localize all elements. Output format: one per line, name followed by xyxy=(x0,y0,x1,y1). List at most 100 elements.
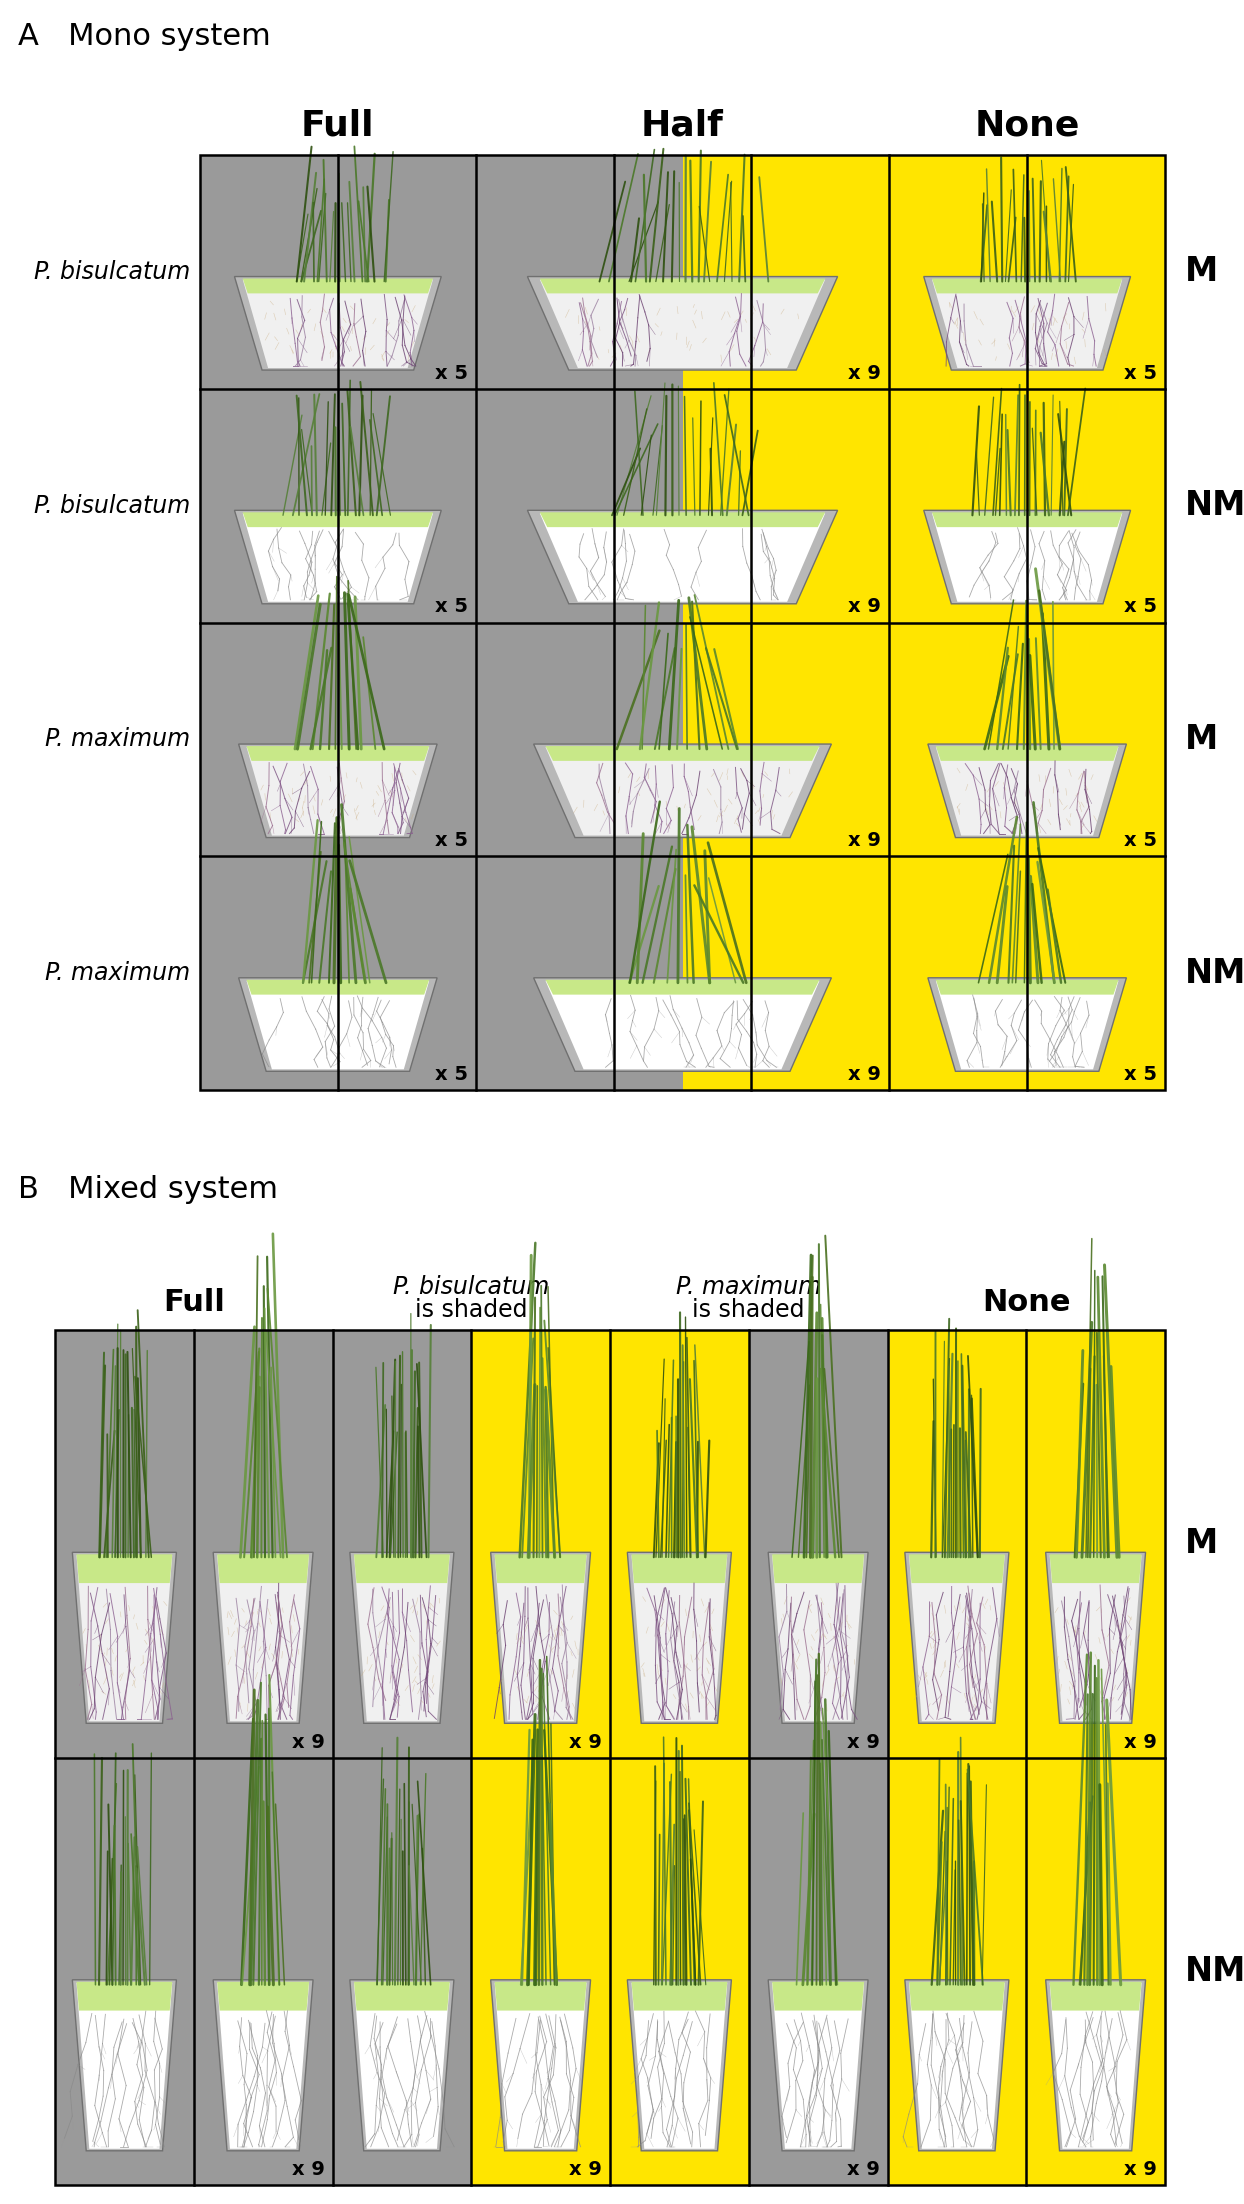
Polygon shape xyxy=(909,1556,1005,1721)
Bar xyxy=(332,1329,471,1757)
Bar xyxy=(200,855,475,1091)
Text: x 5: x 5 xyxy=(1125,1065,1157,1084)
Polygon shape xyxy=(246,747,429,835)
Polygon shape xyxy=(534,979,831,1071)
Polygon shape xyxy=(1050,1556,1142,1721)
Bar xyxy=(332,1757,471,2184)
Bar xyxy=(749,1757,887,2184)
Text: Full: Full xyxy=(163,1287,225,1318)
Polygon shape xyxy=(243,514,433,602)
Text: x 5: x 5 xyxy=(1125,597,1157,617)
Polygon shape xyxy=(77,1554,172,1582)
Bar xyxy=(887,1757,1026,2184)
Polygon shape xyxy=(218,1984,309,2149)
Bar xyxy=(475,388,683,622)
Bar xyxy=(475,622,683,855)
Text: x 5: x 5 xyxy=(1125,831,1157,851)
Text: x 5: x 5 xyxy=(1125,364,1157,383)
Text: A   Mono system: A Mono system xyxy=(17,22,271,51)
Text: P. maximum: P. maximum xyxy=(45,961,190,985)
Text: x 9: x 9 xyxy=(847,2160,880,2180)
Polygon shape xyxy=(213,1552,313,1724)
Polygon shape xyxy=(773,1984,865,2149)
Text: Half: Half xyxy=(641,108,724,141)
Polygon shape xyxy=(77,1984,172,2149)
Polygon shape xyxy=(350,1979,454,2151)
Text: x 9: x 9 xyxy=(848,831,881,851)
Bar xyxy=(200,154,475,388)
Text: P. bisulcatum: P. bisulcatum xyxy=(34,494,190,518)
Polygon shape xyxy=(773,1554,865,1582)
Polygon shape xyxy=(632,1981,728,2010)
Polygon shape xyxy=(540,278,825,293)
Bar xyxy=(889,622,1164,855)
Text: x 5: x 5 xyxy=(434,831,468,851)
Polygon shape xyxy=(213,1979,313,2151)
Text: P. bisulcatum: P. bisulcatum xyxy=(34,260,190,284)
Text: x 9: x 9 xyxy=(291,1732,325,1752)
Text: P. bisulcatum: P. bisulcatum xyxy=(393,1274,550,1298)
Bar xyxy=(889,855,1164,1091)
Polygon shape xyxy=(909,1981,1005,2010)
Polygon shape xyxy=(495,1981,587,2010)
Polygon shape xyxy=(932,514,1122,602)
Polygon shape xyxy=(246,981,429,994)
Bar xyxy=(55,1329,194,1757)
Polygon shape xyxy=(935,747,1118,835)
Text: x 9: x 9 xyxy=(848,1065,881,1084)
Polygon shape xyxy=(546,747,820,835)
Bar xyxy=(683,388,889,622)
Text: P. maximum: P. maximum xyxy=(45,727,190,752)
Text: NM: NM xyxy=(1186,489,1244,522)
Text: x 5: x 5 xyxy=(434,597,468,617)
Text: None: None xyxy=(974,108,1080,141)
Polygon shape xyxy=(627,1979,731,2151)
Polygon shape xyxy=(495,1556,587,1721)
Polygon shape xyxy=(909,1984,1005,2149)
Polygon shape xyxy=(769,1552,868,1724)
Polygon shape xyxy=(1046,1979,1146,2151)
Text: M: M xyxy=(1186,1527,1218,1560)
Polygon shape xyxy=(773,1981,865,2010)
Polygon shape xyxy=(1050,1984,1142,2149)
Text: x 9: x 9 xyxy=(569,1732,602,1752)
Bar xyxy=(200,154,1164,1091)
Polygon shape xyxy=(909,1554,1005,1582)
Polygon shape xyxy=(234,276,442,370)
Bar xyxy=(471,1329,610,1757)
Polygon shape xyxy=(932,278,1122,293)
Polygon shape xyxy=(935,745,1118,760)
Polygon shape xyxy=(355,1556,450,1721)
Polygon shape xyxy=(527,511,837,604)
Polygon shape xyxy=(490,1552,591,1724)
Bar xyxy=(194,1329,332,1757)
Bar xyxy=(194,1757,332,2184)
Text: NM: NM xyxy=(1186,957,1244,990)
Polygon shape xyxy=(234,511,442,604)
Text: x 9: x 9 xyxy=(1125,2160,1157,2180)
Polygon shape xyxy=(540,280,825,368)
Text: x 5: x 5 xyxy=(434,1065,468,1084)
Bar xyxy=(889,388,1164,622)
Polygon shape xyxy=(904,1552,1009,1724)
Polygon shape xyxy=(932,280,1122,368)
Polygon shape xyxy=(527,276,837,370)
Polygon shape xyxy=(218,1556,309,1721)
Polygon shape xyxy=(904,1979,1009,2151)
Polygon shape xyxy=(632,1554,728,1582)
Bar xyxy=(887,1329,1026,1757)
Polygon shape xyxy=(546,745,820,760)
Text: x 9: x 9 xyxy=(1125,1732,1157,1752)
Polygon shape xyxy=(243,511,433,527)
Polygon shape xyxy=(243,280,433,368)
Polygon shape xyxy=(540,514,825,602)
Polygon shape xyxy=(243,278,433,293)
Polygon shape xyxy=(72,1552,177,1724)
Polygon shape xyxy=(490,1979,591,2151)
Polygon shape xyxy=(77,1556,172,1721)
Polygon shape xyxy=(546,981,820,994)
Polygon shape xyxy=(246,745,429,760)
Text: B   Mixed system: B Mixed system xyxy=(17,1175,277,1203)
Text: P. maximum: P. maximum xyxy=(677,1274,821,1298)
Text: is shaded: is shaded xyxy=(415,1298,527,1322)
